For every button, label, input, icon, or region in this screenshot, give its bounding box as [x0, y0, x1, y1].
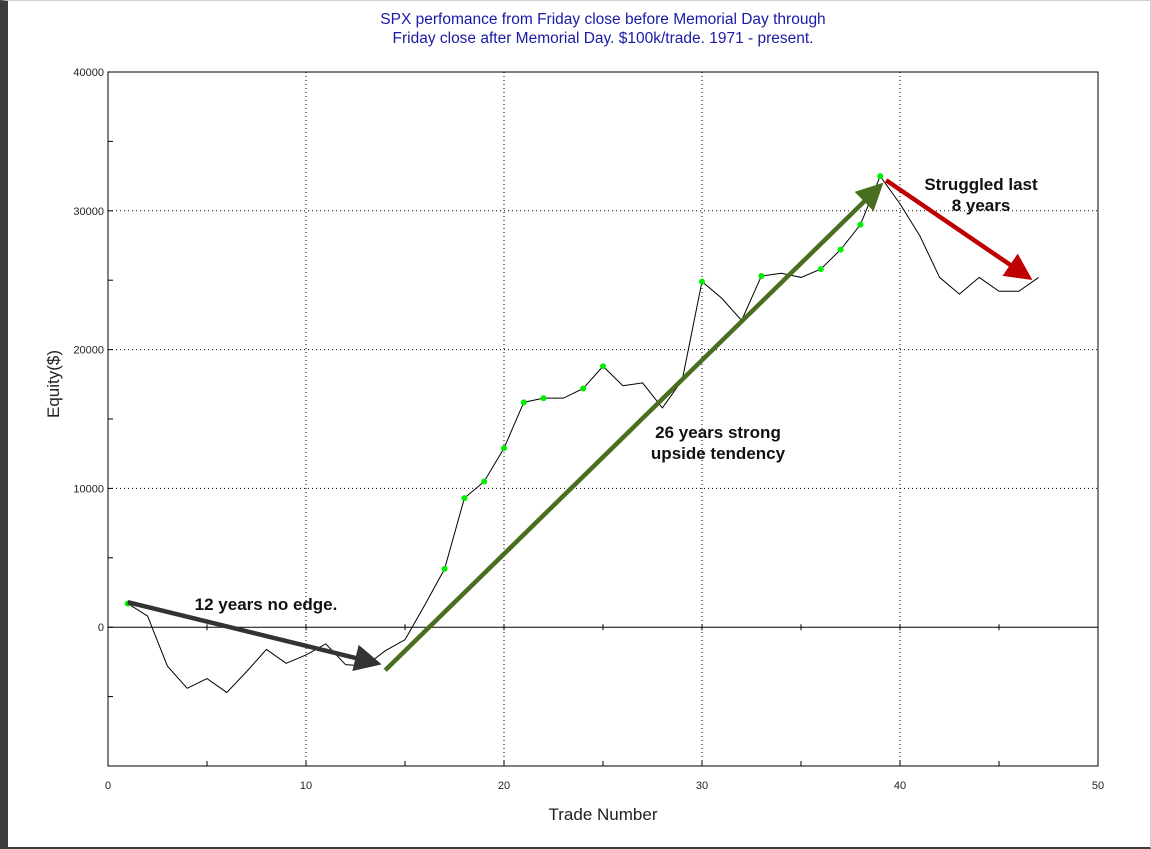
chart-title-line-2: Friday close after Memorial Day. $100k/t… [392, 30, 814, 47]
x-tick-label: 0 [105, 780, 111, 792]
upside-tendency-label-line: 26 years strong [655, 423, 781, 442]
y-tick-label: 40000 [73, 67, 104, 79]
upside-tendency-arrow [383, 182, 884, 672]
new-high-marker [501, 445, 507, 452]
new-high-marker [580, 385, 587, 392]
x-tick-label: 10 [300, 780, 312, 792]
struggled-label-line: 8 years [952, 196, 1011, 215]
y-tick-label: 0 [98, 622, 104, 634]
new-high-marker [540, 395, 547, 402]
x-tick-label: 50 [1092, 780, 1104, 792]
struggled-label-line: Struggled last [924, 175, 1038, 194]
no-edge-arrow [127, 600, 382, 672]
x-axis-title: Trade Number [548, 805, 658, 824]
new-high-marker [461, 495, 468, 502]
new-high-marker [758, 273, 765, 280]
y-tick-label: 10000 [73, 483, 104, 495]
new-high-marker [600, 363, 606, 370]
x-tick-label: 30 [696, 780, 708, 792]
new-high-marker [699, 278, 705, 285]
upside-tendency-label-line: upside tendency [651, 444, 786, 463]
x-tick-label: 20 [498, 780, 510, 792]
new-high-marker [481, 478, 488, 485]
y-tick-label: 20000 [73, 345, 104, 357]
new-high-marker [441, 565, 448, 572]
y-tick-label: 30000 [73, 206, 104, 218]
chart-title-line-1: SPX perfomance from Friday close before … [380, 11, 826, 28]
equity-line [127, 175, 1039, 694]
new-high-marker [877, 173, 884, 180]
new-high-marker [817, 266, 824, 273]
x-tick-label: 40 [894, 780, 906, 792]
new-high-marker [520, 399, 527, 406]
struggled-arrow [884, 178, 1033, 280]
new-high-marker [837, 246, 844, 253]
no-edge-label-line: 12 years no edge. [195, 595, 338, 614]
new-high-marker [857, 221, 864, 228]
